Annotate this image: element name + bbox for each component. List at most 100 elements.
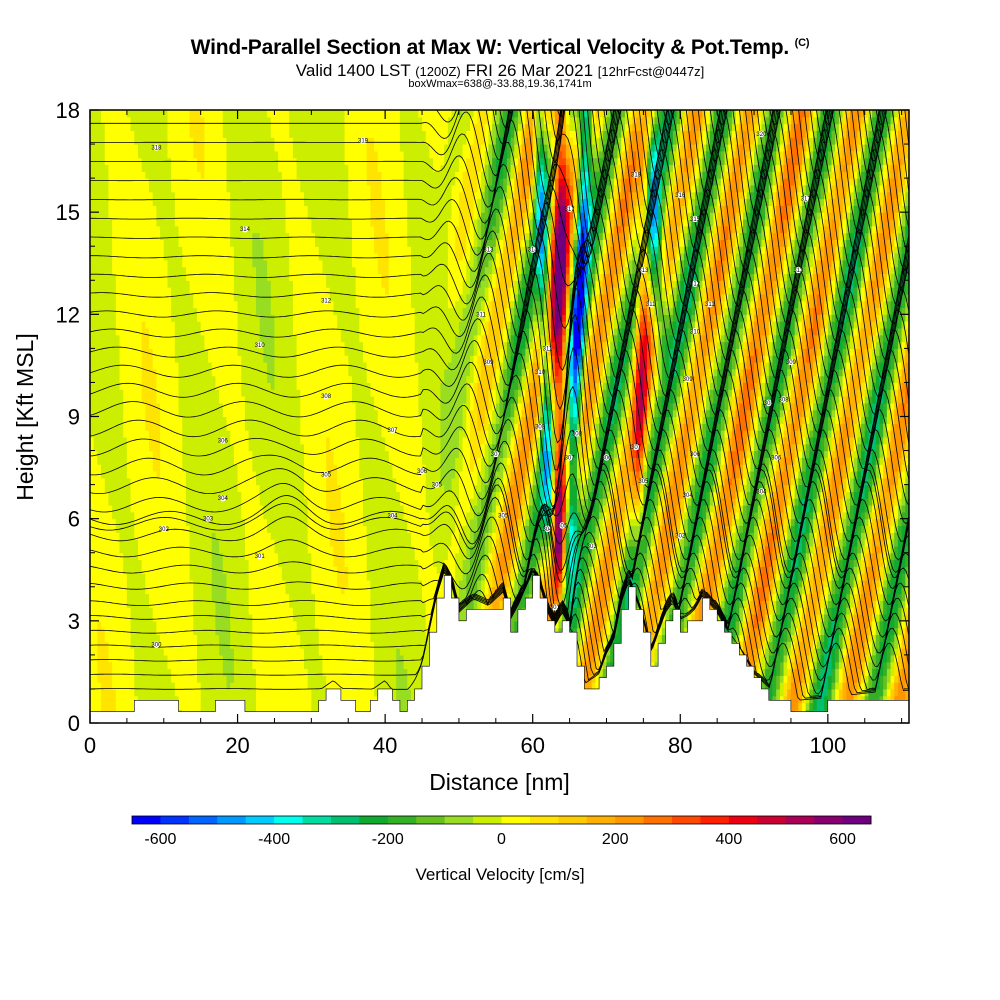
velocity-cell — [768, 634, 774, 642]
velocity-cell — [525, 389, 530, 404]
velocity-cell — [680, 368, 685, 377]
velocity-cell — [521, 539, 526, 554]
velocity-cell — [731, 396, 737, 411]
velocity-cell — [835, 396, 840, 404]
velocity-cell — [875, 620, 881, 636]
velocity-cell — [731, 416, 737, 431]
velocity-cell — [853, 627, 858, 683]
velocity-cell — [602, 607, 608, 622]
velocity-cell — [624, 491, 630, 506]
velocity-cell — [658, 123, 663, 132]
velocity-cell — [650, 389, 656, 397]
velocity-cell — [613, 423, 619, 438]
velocity-cell — [344, 164, 349, 356]
velocity-cell — [669, 259, 674, 275]
velocity-cell — [115, 532, 121, 723]
velocity-cell — [532, 443, 537, 452]
velocity-cell — [787, 464, 792, 486]
velocity-cell — [595, 110, 600, 118]
velocity-cell — [565, 293, 571, 302]
velocity-cell — [536, 198, 541, 220]
velocity-cell — [842, 654, 847, 670]
velocity-cell — [742, 164, 748, 179]
velocity-cell — [879, 464, 884, 479]
velocity-cell — [846, 457, 851, 472]
velocity-cell — [632, 539, 637, 547]
velocity-cell — [809, 348, 814, 370]
velocity-cell — [510, 321, 515, 336]
velocity-cell — [215, 634, 220, 723]
velocity-cell — [790, 620, 796, 636]
velocity-cell — [540, 470, 545, 506]
velocity-cell — [481, 171, 486, 193]
velocity-cell — [802, 266, 807, 281]
velocity-cell — [676, 130, 681, 145]
velocity-cell — [739, 450, 744, 465]
velocity-cell — [126, 607, 132, 723]
velocity-cell — [252, 470, 257, 670]
velocity-cell — [599, 668, 604, 676]
velocity-cell — [702, 416, 707, 424]
velocity-cell — [831, 130, 836, 145]
velocity-cell — [824, 171, 829, 179]
velocity-cell — [584, 362, 589, 370]
velocity-cell — [879, 334, 884, 349]
velocity-cell — [728, 511, 733, 527]
velocity-cell — [285, 593, 290, 723]
velocity-cell — [864, 539, 870, 547]
velocity-cell — [816, 273, 822, 295]
velocity-cell — [861, 423, 866, 438]
velocity-cell — [720, 150, 726, 166]
velocity-cell — [636, 307, 641, 315]
velocity-cell — [772, 539, 777, 561]
velocity-cell — [510, 566, 515, 581]
velocity-cell — [654, 648, 659, 663]
velocity-cell — [735, 518, 740, 527]
velocity-cell — [813, 130, 818, 138]
velocity-cell — [813, 614, 818, 629]
velocity-cell — [525, 348, 530, 363]
velocity-cell — [495, 355, 501, 370]
velocity-cell — [761, 518, 766, 527]
velocity-cell — [573, 607, 578, 629]
velocity-cell — [650, 130, 656, 138]
velocity-cell — [233, 464, 239, 723]
velocity-cell — [676, 110, 681, 125]
velocity-cell — [636, 348, 641, 363]
velocity-cell — [628, 253, 633, 261]
velocity-cell — [551, 239, 556, 254]
velocity-cell — [765, 178, 770, 193]
velocity-cell — [591, 198, 597, 247]
velocity-cell — [717, 484, 722, 493]
velocity-cell — [805, 668, 810, 683]
velocity-cell — [643, 307, 648, 315]
velocity-cell — [112, 273, 117, 520]
velocity-cell — [285, 110, 290, 234]
velocity-cell — [702, 314, 707, 336]
velocity-cell — [617, 559, 622, 567]
velocity-cell — [315, 246, 320, 629]
velocity-cell — [554, 593, 560, 601]
velocity-cell — [742, 178, 748, 193]
velocity-cell — [510, 470, 515, 486]
velocity-cell — [761, 491, 766, 499]
velocity-cell — [868, 396, 873, 411]
velocity-cell — [569, 321, 574, 336]
velocity-cell — [551, 273, 556, 329]
velocity-cell — [591, 661, 597, 676]
velocity-cell — [864, 116, 870, 125]
velocity-cell — [661, 436, 667, 452]
velocity-cell — [462, 436, 467, 527]
velocity-cell — [853, 321, 858, 329]
velocity-cell — [798, 368, 803, 418]
velocity-cell — [624, 239, 630, 247]
velocity-cell — [783, 545, 788, 561]
velocity-cell — [713, 491, 718, 506]
velocity-cell — [750, 150, 755, 166]
velocity-cell — [514, 280, 519, 295]
velocity-cell — [824, 218, 829, 227]
velocity-cell — [547, 253, 552, 268]
velocity-cell — [517, 573, 523, 595]
velocity-cell — [813, 266, 818, 275]
velocity-cell — [588, 430, 593, 438]
